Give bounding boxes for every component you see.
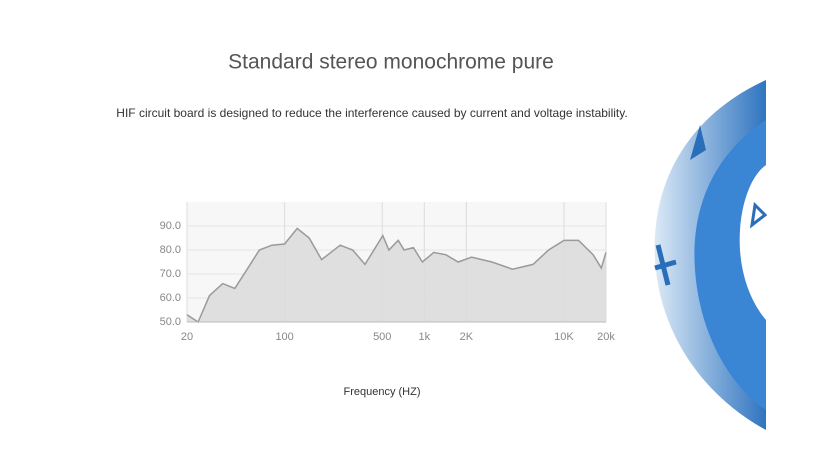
plot: 50.0 60.0 70.0 80.0 90.0 20 100 500 1k 2K 10K 20k [160, 202, 615, 343]
x-tick-label: 2K [460, 331, 474, 343]
x-tick-label: 10K [554, 331, 574, 343]
x-tick-label: 20k [597, 331, 615, 343]
y-tick-label: 80.0 [160, 244, 181, 256]
decoration [654, 80, 768, 430]
line [186, 227, 607, 324]
y-tick-label: 50.0 [160, 316, 181, 328]
x-tick-label: 20 [181, 331, 193, 343]
x-axis-label: Frequency (HZ) [343, 386, 420, 398]
area [187, 228, 606, 322]
title: Standard stereo monochrome pure [228, 51, 554, 74]
y-tick-label: 70.0 [160, 268, 181, 280]
y-tick-label: 90.0 [160, 220, 181, 232]
y-tick-label: 60.0 [160, 292, 181, 304]
x-tick-label: 500 [373, 331, 391, 343]
x-tick-label: 1k [418, 331, 430, 343]
subtitle: HIF circuit board is designed to reduce … [116, 106, 627, 120]
x-tick-label: 100 [275, 331, 293, 343]
